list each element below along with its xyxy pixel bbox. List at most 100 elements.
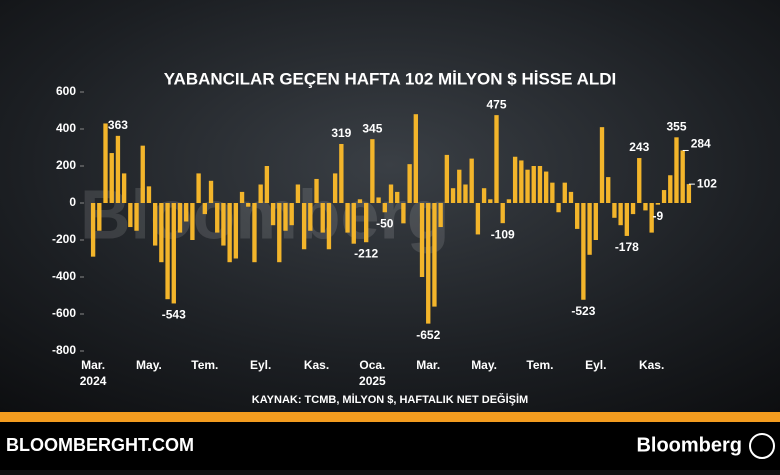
data-label: -109 [491,227,515,241]
bar [537,166,543,203]
bar [506,199,512,203]
bar [562,182,567,203]
bar [401,203,406,224]
bar [165,203,170,300]
bar [332,173,338,203]
data-label: 355 [666,119,686,133]
data-label: -9 [653,209,664,223]
bar [413,114,418,203]
x-tick-label: Kas. [639,358,664,372]
bar [469,158,474,203]
data-label: -178 [615,240,639,254]
data-label: -212 [354,246,378,260]
bar [184,203,189,222]
bar [426,203,431,324]
data-label: -523 [571,304,595,318]
x-tick-label: Mar. [416,358,440,372]
bar [388,184,394,203]
bar [270,203,276,226]
bar [550,182,555,203]
bar [568,191,574,203]
data-label: 363 [108,118,128,132]
bar [289,203,294,226]
x-tick-label: Mar. 2024 [80,358,107,388]
data-label: 243 [629,140,649,154]
bar [215,203,220,233]
bar [494,115,499,203]
bar [134,203,139,231]
bar [599,127,605,203]
bar [637,158,642,203]
bar [630,203,636,215]
y-tick-label: 600 [56,84,76,98]
bar [301,203,307,250]
bar [159,203,164,263]
bar [252,203,257,263]
bar [649,203,654,233]
y-tick-label: 0 [69,195,76,209]
bar [618,203,623,226]
data-label: 319 [331,126,351,140]
bar [295,184,301,203]
bar [364,203,369,243]
bar [512,156,518,203]
bar [432,203,437,307]
bar [655,203,661,205]
bar [419,203,425,277]
bar [556,203,561,213]
data-label: -50 [376,216,394,230]
bar [283,203,288,231]
y-tick-label: 400 [56,121,76,135]
bar [152,203,158,246]
y-tick-label: -800 [52,343,76,357]
bar [258,184,263,203]
bar [314,178,319,203]
chart-title: YABANCILAR GEÇEN HAFTA 102 MİLYON $ HİSS… [164,69,616,88]
bar [575,203,580,229]
site: BLOOMBERGHT.COM [6,435,194,455]
x-tick-label: Tem. [526,358,553,372]
y-tick-label: 200 [56,158,76,172]
bar [661,190,667,203]
bar [612,203,617,218]
bar [277,203,282,263]
source: KAYNAK: TCMB, MİLYON $, HAFTALIK NET DEĞ… [252,393,528,406]
y-tick-label: -600 [52,306,76,320]
bar [221,203,226,246]
bar [90,203,96,257]
bar [326,203,332,250]
bar [674,137,679,203]
bar [587,203,592,255]
bar [500,203,505,224]
bar [146,186,152,203]
bar [438,203,443,228]
bar [227,203,232,263]
bar [643,203,648,211]
bar [196,173,201,203]
bar [606,177,611,203]
bar [103,123,108,203]
logo [749,433,775,459]
bar [444,154,450,203]
bar [190,203,195,240]
bar [581,203,586,300]
bar [519,160,524,203]
bar [109,153,114,203]
bar [680,150,685,203]
bar [481,188,487,203]
bar [475,203,481,235]
x-tick-label: Eyl. [585,358,606,372]
bar [320,203,325,233]
bar [128,203,133,228]
x-tick-label: Tem. [191,358,218,372]
bar [525,169,530,203]
bar [357,199,363,203]
bar [264,166,270,203]
bar [686,184,692,203]
data-label: 102 [697,176,717,190]
data-label: 345 [362,121,382,135]
bar [407,164,412,203]
bar [624,203,630,236]
x-tick-label: May. [471,358,497,372]
